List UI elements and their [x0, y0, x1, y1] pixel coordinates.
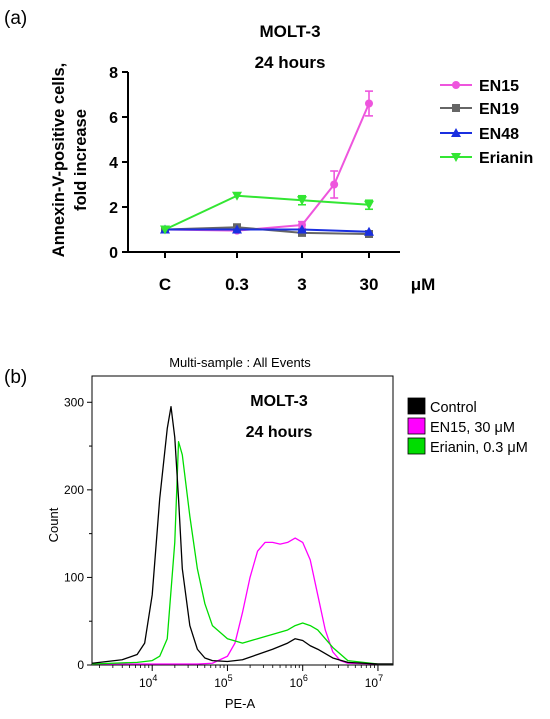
plot-a: 0 2 4 6 8 C 0.3 3 30: [109, 65, 400, 294]
legend-label: EN19: [479, 101, 519, 118]
x-tick-label: 106: [290, 673, 308, 690]
series-line-erianin: [164, 194, 370, 231]
data-point-erianin: [364, 200, 374, 210]
x-tick-label: 0.3: [225, 275, 249, 294]
x-tick-label: 104: [139, 673, 157, 690]
histogram-control: [91, 406, 393, 665]
x-tick-label: 30: [360, 275, 379, 294]
y-tick-label: 8: [109, 65, 118, 82]
y-tick-label: 6: [109, 110, 118, 127]
data-point-erianin: [297, 196, 307, 206]
data-point-en15: [330, 180, 339, 189]
series-line-en15: [164, 103, 370, 232]
panel-b-title-line2: 24 hours: [246, 424, 313, 441]
panel-a-title-line2: 24 hours: [255, 53, 326, 72]
panel-a-ylabel-line1: Annexin-V-positive cells,: [50, 63, 68, 257]
y-tick-label: 2: [109, 200, 118, 217]
legend-marker: [452, 81, 460, 89]
legend-swatch: [407, 417, 426, 435]
panel-b-header: Multi-sample : All Events: [169, 355, 311, 370]
panel-b-xlabel: PE-A: [225, 696, 256, 711]
x-tick-label: 105: [214, 673, 232, 690]
panel-a-title-line1: MOLT-3: [259, 22, 320, 41]
panel-b-ylabel: Count: [46, 507, 61, 542]
x-tick-label: 3: [297, 275, 306, 294]
legend-label: EN48: [479, 126, 519, 143]
panel-b-label: (b): [4, 367, 27, 388]
panel-a-x-unit: μM: [411, 275, 436, 294]
y-tick-label: 100: [64, 570, 84, 584]
legend-label: EN15: [479, 78, 519, 95]
panel-a-label: (a): [4, 8, 27, 29]
y-tick-label: 4: [109, 155, 118, 172]
legend-a: EN15 EN19 EN48 Erianin: [440, 78, 533, 167]
legend-label: Erianin, 0.3 μM: [430, 440, 528, 456]
panel-a-ylabel-line2: fold increase: [72, 109, 90, 211]
y-tick-label: 300: [64, 395, 84, 409]
data-point-en48: [364, 226, 374, 236]
data-point-erianin: [232, 191, 242, 201]
legend-marker: [451, 128, 461, 137]
x-tick-label: 107: [365, 673, 383, 690]
legend-swatch: [407, 437, 426, 455]
histogram-en15: [92, 537, 393, 665]
y-tick-label: 200: [64, 483, 84, 497]
histogram-erianin: [91, 441, 393, 665]
legend-label: Control: [430, 400, 477, 416]
legend-b: Control EN15, 30 μM Erianin, 0.3 μM: [407, 397, 528, 456]
x-tick-label: C: [159, 275, 171, 294]
legend-label: Erianin: [479, 150, 533, 167]
legend-label: EN15, 30 μM: [430, 420, 515, 436]
legend-swatch: [407, 397, 426, 415]
series-line-en48: [165, 228, 370, 233]
y-tick-label: 0: [77, 658, 84, 672]
legend-marker: [451, 153, 461, 162]
data-point-erianin: [160, 225, 170, 235]
y-tick-label: 0: [109, 245, 118, 262]
plot-b: 0 100 200 300 104 105 106 107: [64, 375, 394, 690]
plot-frame: [91, 375, 394, 666]
data-point-en48: [297, 224, 307, 234]
data-point-en15: [365, 99, 373, 108]
legend-marker: [452, 104, 460, 112]
data-point-en48: [232, 224, 242, 234]
panel-b-title-line1: MOLT-3: [250, 393, 308, 410]
